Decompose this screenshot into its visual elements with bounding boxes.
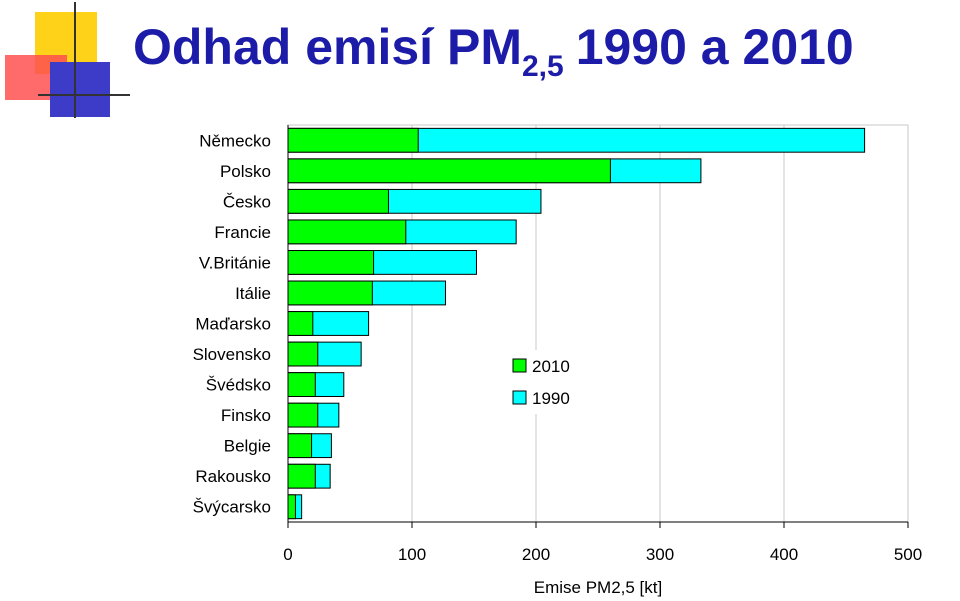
bar [287, 280, 373, 306]
plot-area [287, 124, 909, 523]
bar [287, 250, 375, 275]
y-tick-label: Slovensko [193, 345, 271, 364]
bar [287, 463, 316, 489]
bar [287, 219, 407, 245]
x-tick-label: 300 [646, 545, 674, 564]
logo [5, 2, 130, 118]
legend-swatch [512, 358, 527, 373]
title-subscript: 2,5 [522, 50, 564, 83]
legend-label: 1990 [532, 389, 570, 408]
chart-title: Odhad emisí PM2,5 1990 a 2010 [133, 19, 854, 83]
x-tick-label: 100 [398, 545, 426, 564]
y-tick-label: Polsko [220, 162, 271, 181]
y-tick-label: Itálie [235, 284, 271, 303]
y-tick-label: Francie [214, 223, 271, 242]
y-tick-label: Finsko [221, 406, 271, 425]
x-tick-label: 500 [894, 545, 922, 564]
bar [287, 188, 389, 214]
bar [287, 158, 611, 184]
title-text: Odhad emisí PM [133, 19, 522, 75]
y-tick-label: Česko [223, 192, 271, 211]
y-tick-label: V.Británie [199, 253, 271, 272]
y-tick-label: Švédsko [206, 376, 271, 395]
y-tick-label: Belgie [224, 437, 271, 456]
bar [287, 402, 319, 428]
x-tick-label: 0 [283, 545, 292, 564]
x-tick-label: 400 [770, 545, 798, 564]
x-tick-label: 200 [522, 545, 550, 564]
legend-swatch [512, 390, 527, 405]
legend-label: 2010 [532, 357, 570, 376]
bar [287, 311, 314, 336]
bar [287, 494, 296, 520]
bar [287, 127, 419, 153]
y-tick-label: Rakousko [195, 467, 271, 486]
x-axis-label: Emise PM2,5 [kt] [534, 578, 662, 597]
y-tick-label: Německo [199, 131, 271, 150]
bar [287, 372, 316, 397]
y-tick-label: Švýcarsko [193, 498, 271, 517]
title-suffix: 1990 a 2010 [576, 19, 854, 75]
y-tick-label: Maďarsko [195, 315, 271, 334]
bar [287, 433, 313, 459]
bar [287, 341, 319, 367]
